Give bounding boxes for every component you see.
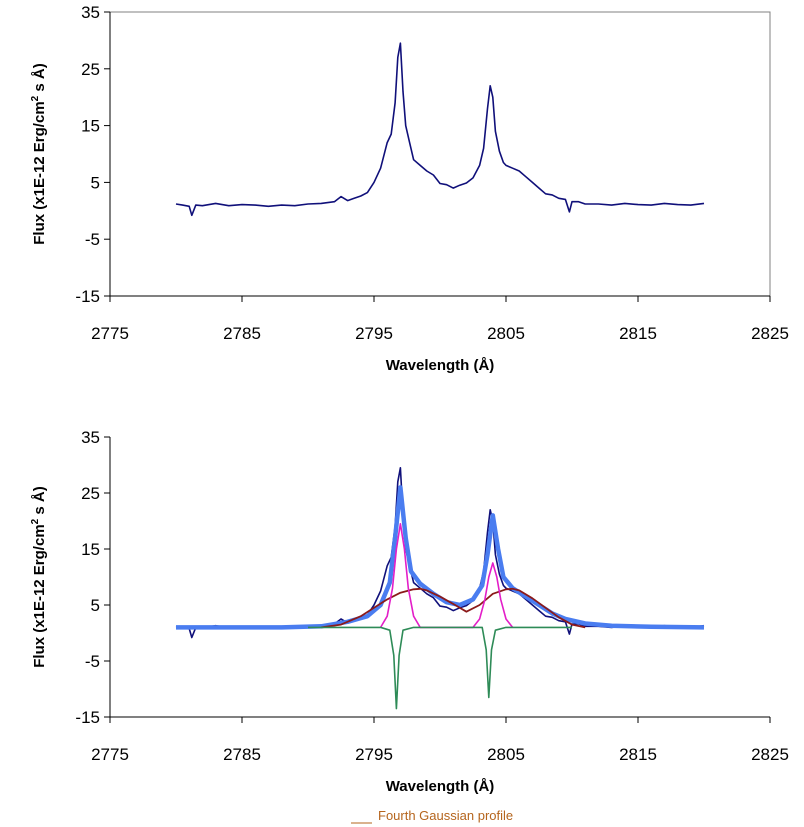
y-tick-label: -5 (85, 652, 100, 671)
x-tick-label: 2785 (223, 745, 261, 764)
legend: Fourth Gaussian profile (351, 808, 513, 824)
x-tick-label: 2785 (223, 324, 261, 343)
series-line-3 (321, 587, 586, 629)
x-tick-label: 2815 (619, 745, 657, 764)
y-tick-label: 15 (81, 540, 100, 559)
y-tick-label: -5 (85, 230, 100, 249)
x-tick-label: 2825 (751, 324, 789, 343)
y-tick-label: 15 (81, 117, 100, 136)
y-tick-label: 35 (81, 428, 100, 447)
series-line-5 (308, 626, 572, 710)
plot-area (110, 437, 770, 717)
x-tick-label: 2825 (751, 745, 789, 764)
y-tick-label: -15 (75, 287, 100, 306)
series-layer (175, 42, 705, 217)
y-tick-label: 35 (81, 3, 100, 22)
plot-area (109, 11, 771, 297)
x-axis-title: Wavelength (Å) (386, 778, 495, 795)
x-tick-label: 2795 (355, 324, 393, 343)
x-tick-label: 2795 (355, 745, 393, 764)
y-tick-label: 5 (91, 596, 100, 615)
y-tick-label: -15 (75, 708, 100, 727)
y-tick-label: 5 (91, 173, 100, 192)
x-tick-label: 2775 (91, 745, 129, 764)
x-tick-label: 2805 (487, 324, 525, 343)
tick-layer: 35 25 15 5 -5 -15 2775 2785 2795 2805 2815 2825 (75, 3, 788, 343)
series-layer (175, 466, 705, 710)
chart-2: 35 25 15 5 -5 -15 2775 2785 2795 2805 2815 2825 Wav… (30, 428, 789, 824)
chart-1: 35 25 15 5 -5 -15 2775 2785 2795 2805 2815 2825 Wav… (30, 3, 789, 374)
series-line-1 (175, 42, 705, 217)
x-tick-label: 2815 (619, 324, 657, 343)
x-axis-title: Wavelength (Å) (386, 357, 495, 374)
legend-label: Fourth Gaussian profile (378, 808, 513, 823)
x-tick-label: 2805 (487, 745, 525, 764)
tick-layer: 35 25 15 5 -5 -15 2775 2785 2795 2805 2815 2825 (75, 428, 788, 764)
y-axis-title: Flux (x1E-12 Erg/cm2 s Å) (30, 486, 48, 667)
y-tick-label: 25 (81, 484, 100, 503)
y-tick-label: 25 (81, 60, 100, 79)
y-axis-title: Flux (x1E-12 Erg/cm2 s Å) (30, 63, 48, 244)
x-tick-label: 2775 (91, 324, 129, 343)
